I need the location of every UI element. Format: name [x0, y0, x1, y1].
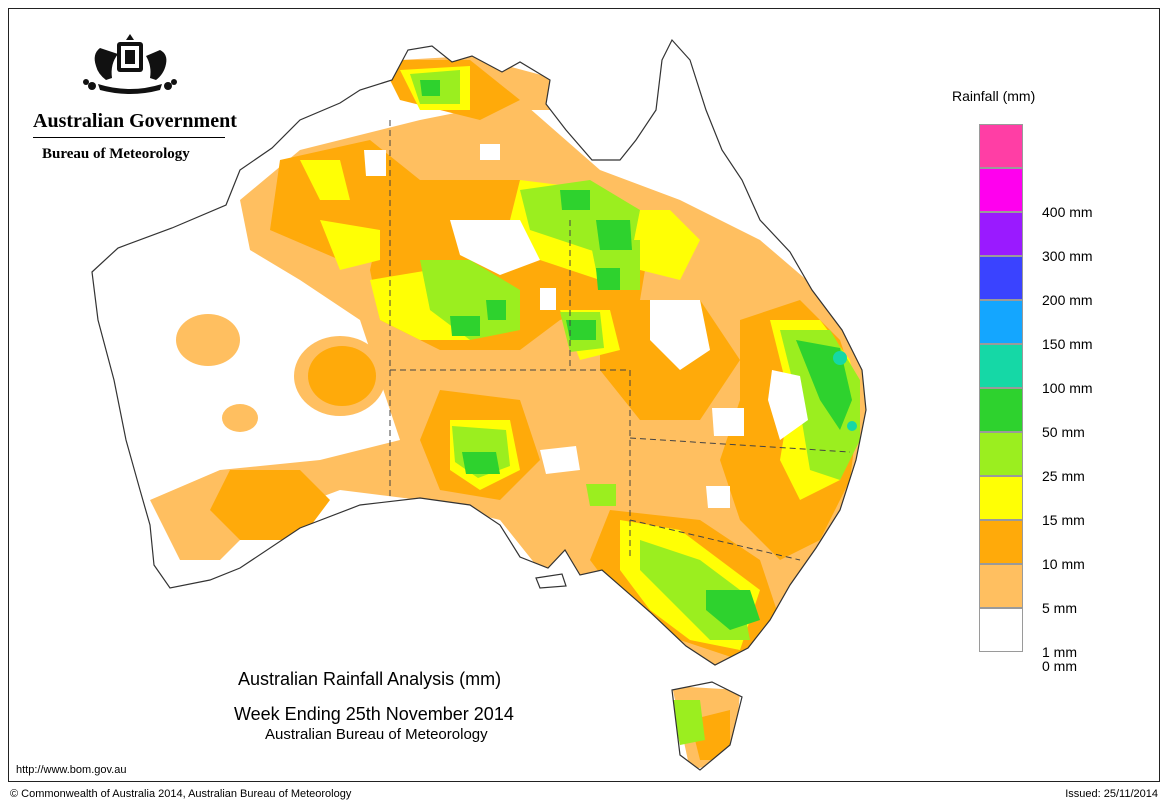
legend-label: 200 mm: [1042, 292, 1093, 308]
legend-swatch: [979, 212, 1023, 256]
legend-label: 25 mm: [1042, 468, 1085, 484]
government-name: Australian Government: [33, 110, 237, 132]
legend-label: 100 mm: [1042, 380, 1093, 396]
issued-date: Issued: 25/11/2014: [1065, 788, 1158, 800]
bureau-name: Bureau of Meteorology: [42, 146, 190, 162]
legend-label: 5 mm: [1042, 600, 1077, 616]
legend-swatch: [979, 476, 1023, 520]
legend-swatch: [979, 300, 1023, 344]
copyright-notice: © Commonwealth of Australia 2014, Austra…: [10, 788, 352, 800]
legend-swatch: [979, 256, 1023, 300]
legend-label: 10 mm: [1042, 556, 1085, 572]
map-subtitle: Week Ending 25th November 2014: [234, 704, 514, 724]
map-source: Australian Bureau of Meteorology: [265, 726, 488, 743]
legend-swatch: [979, 520, 1023, 564]
legend-swatch: [979, 388, 1023, 432]
legend-swatch: [979, 564, 1023, 608]
map-title: Australian Rainfall Analysis (mm): [238, 669, 502, 689]
legend-label: 15 mm: [1042, 512, 1085, 528]
legend-label: 150 mm: [1042, 336, 1093, 352]
legend-label: 1 mm: [1042, 644, 1077, 660]
legend-label: 400 mm: [1042, 204, 1093, 220]
legend-swatch: [979, 168, 1023, 212]
header-divider: [33, 137, 225, 138]
legend-title: Rainfall (mm): [952, 88, 1036, 104]
coastline: [91, 38, 867, 771]
legend-swatch: [979, 344, 1023, 388]
legend-swatch: [979, 432, 1023, 476]
legend-label: 300 mm: [1042, 248, 1093, 264]
legend-label-min: 0 mm: [1042, 658, 1077, 674]
legend-swatch: [979, 608, 1023, 652]
legend-label: 50 mm: [1042, 424, 1085, 440]
coat-of-arms-logo: [83, 34, 177, 94]
website-link[interactable]: http://www.bom.gov.au: [16, 764, 127, 776]
legend-swatch: [979, 124, 1023, 168]
